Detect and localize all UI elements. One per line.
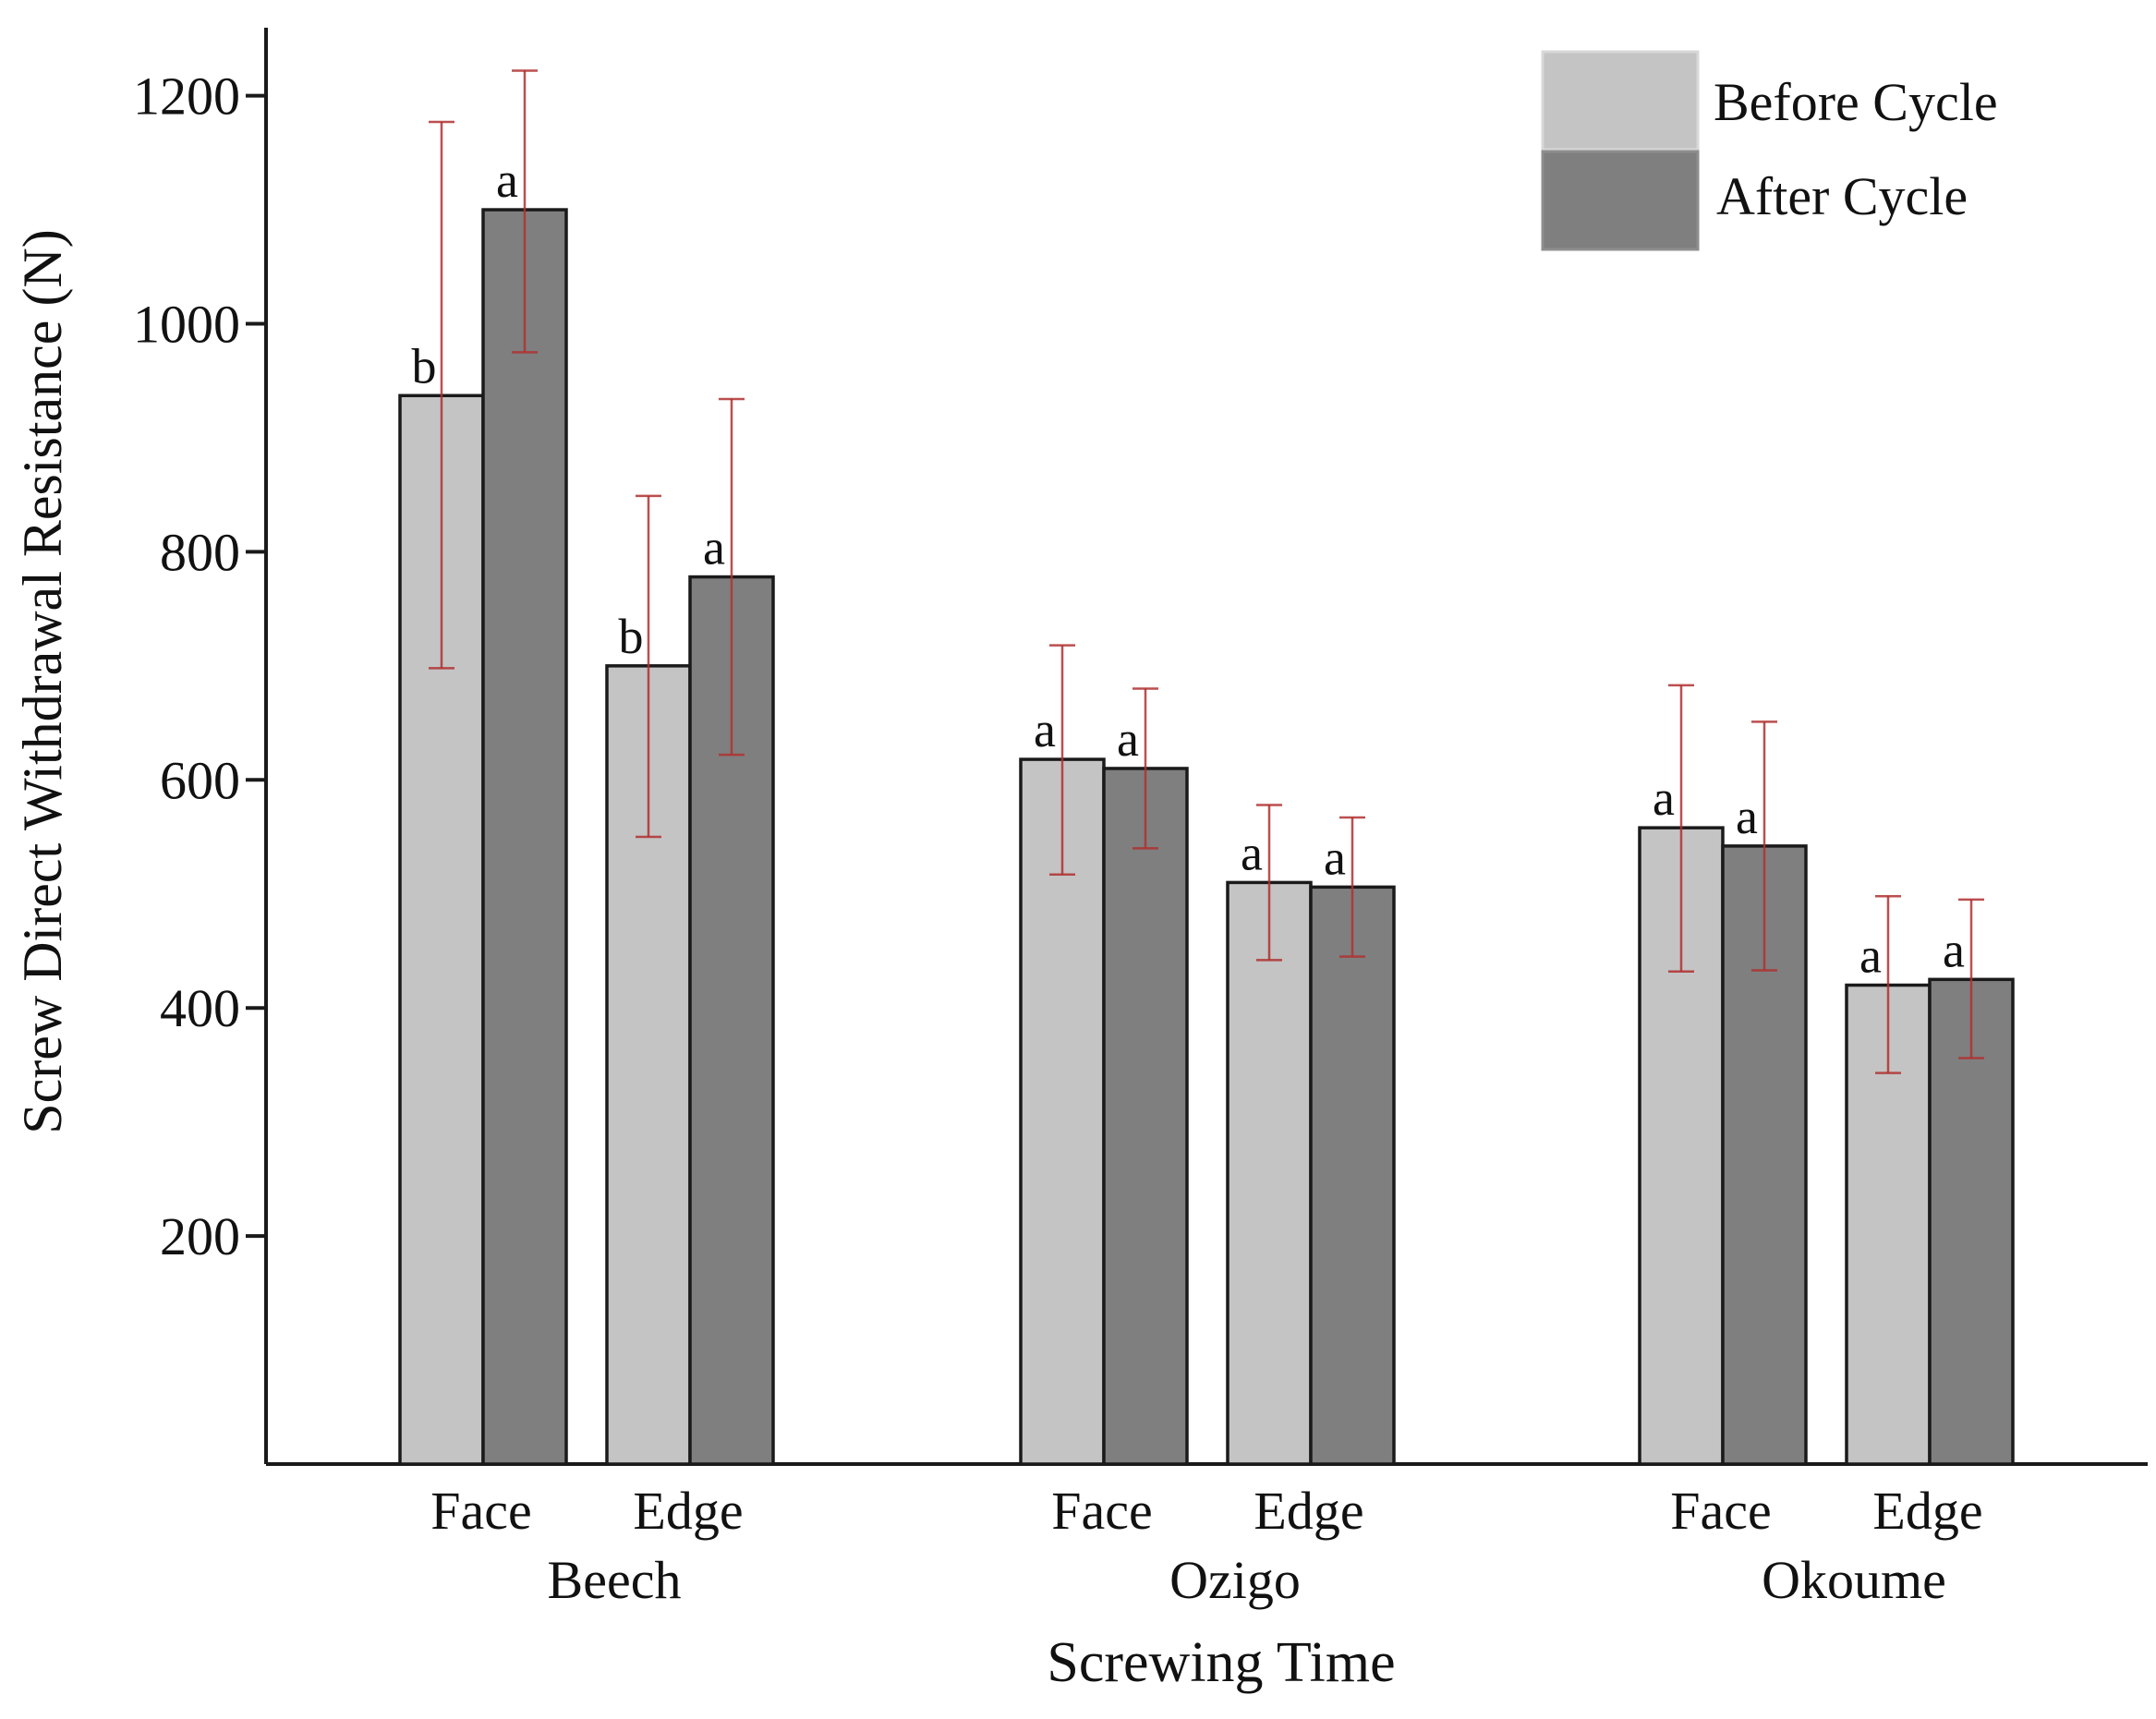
- legend-label-after: After Cycle: [1716, 166, 1968, 226]
- x-tick-labels: Face Edge Face Edge Face Edge Beech Ozigo Okoume: [430, 1481, 1982, 1610]
- species-group-label: Ozigo: [1169, 1550, 1301, 1610]
- x-tick-label: Face: [430, 1481, 532, 1541]
- species-group-label: Beech: [548, 1550, 682, 1610]
- significance-letter: a: [1324, 829, 1346, 885]
- error-bars: [429, 69, 1984, 1074]
- significance-letter: a: [1117, 711, 1139, 767]
- significance-letter: a: [1736, 789, 1758, 844]
- y-ticks: 200 400 600 800 1000 1200: [133, 67, 266, 1266]
- x-tick-label: Edge: [1872, 1481, 1982, 1541]
- x-tick-label: Edge: [1254, 1481, 1363, 1541]
- significance-letter: a: [1943, 922, 1965, 977]
- y-tick-label: 800: [160, 522, 240, 582]
- axes: [264, 28, 2148, 1466]
- legend-swatch-before: [1541, 50, 1700, 151]
- significance-letter: a: [1859, 928, 1882, 984]
- significance-letter: a: [703, 520, 725, 575]
- x-tick-label: Face: [1051, 1481, 1153, 1541]
- bar-after-cycle: [1309, 885, 1396, 1466]
- legend-label-before: Before Cycle: [1714, 72, 1998, 132]
- y-tick-label: 200: [160, 1206, 240, 1266]
- bar-before-cycle: [1226, 880, 1313, 1466]
- legend-swatch-after: [1541, 150, 1700, 251]
- species-group-label: Okoume: [1762, 1550, 1946, 1610]
- significance-letter: a: [1241, 825, 1263, 880]
- significance-letters: b b a a a a a a a a a a: [412, 152, 1966, 983]
- bar-after-cycle: [1928, 977, 2015, 1466]
- x-tick-label: Edge: [633, 1481, 743, 1541]
- y-tick-label: 1200: [133, 67, 240, 127]
- significance-letter: b: [619, 609, 644, 664]
- bar-after-cycle: [1102, 767, 1189, 1466]
- x-tick-label: Face: [1670, 1481, 1772, 1541]
- y-axis-label: Screw Direct Withdrawal Resistance (N): [12, 229, 73, 1133]
- bar-after-cycle: [481, 208, 568, 1466]
- significance-letter: a: [1653, 770, 1675, 826]
- significance-letter: a: [1034, 702, 1056, 757]
- y-tick-label: 600: [160, 750, 240, 810]
- y-tick-label: 400: [160, 978, 240, 1038]
- legend: Before Cycle After Cycle: [1541, 50, 1998, 251]
- significance-letter: a: [496, 152, 518, 208]
- significance-letter: b: [412, 338, 437, 393]
- x-axis-label: Screwing Time: [1047, 1631, 1395, 1694]
- y-tick-label: 1000: [133, 295, 240, 355]
